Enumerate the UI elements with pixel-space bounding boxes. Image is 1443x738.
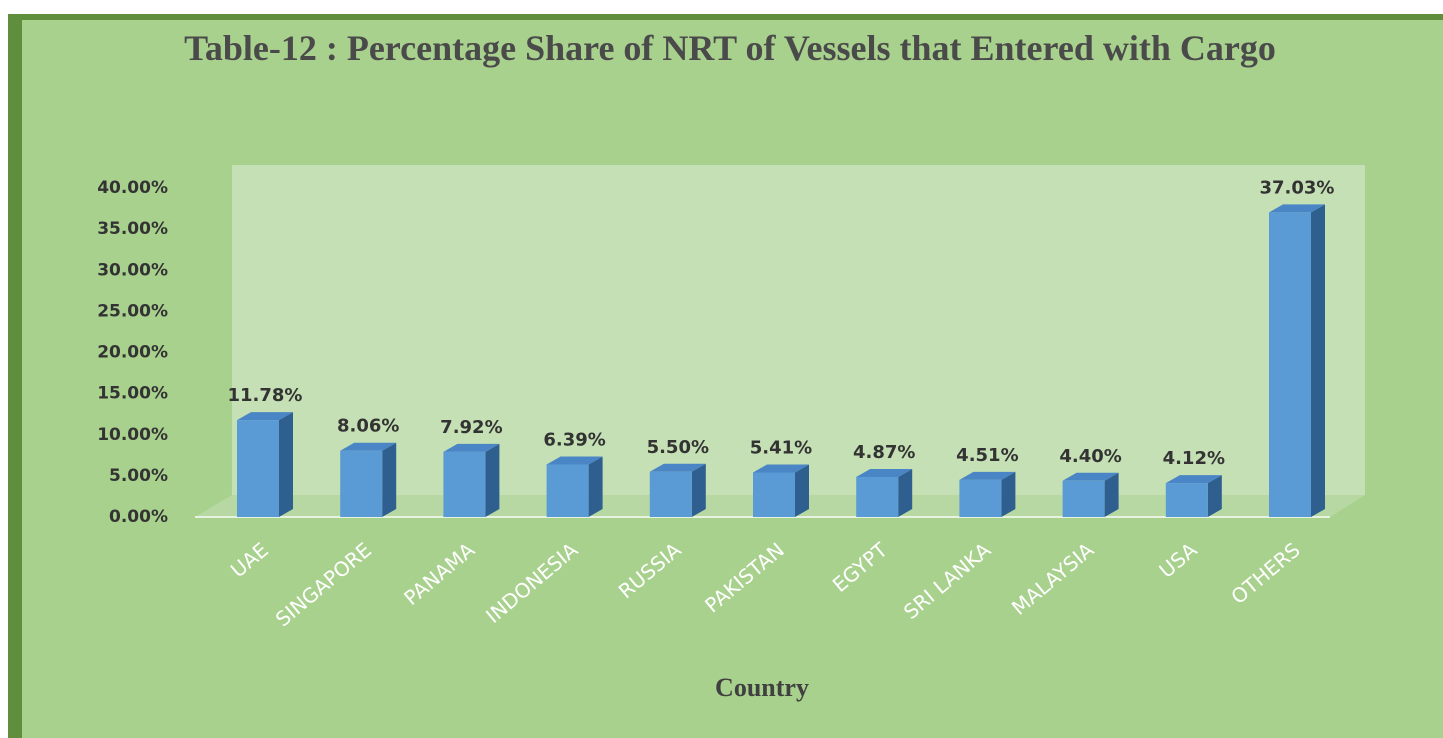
- x-tick-label: SRI LANKA: [899, 537, 996, 623]
- value-label: 8.06%: [337, 416, 399, 437]
- bar-top: [237, 412, 293, 421]
- bar-side: [1001, 471, 1016, 517]
- bar-top: [340, 442, 397, 451]
- value-label: 37.03%: [1260, 177, 1335, 198]
- x-tick-label: OTHERS: [1226, 538, 1304, 609]
- bar-side: [485, 443, 500, 517]
- x-tick-label: PANAMA: [399, 537, 479, 610]
- bar-top: [546, 456, 603, 465]
- bar-top: [1062, 472, 1119, 481]
- value-label: 4.87%: [853, 442, 915, 463]
- value-label: 5.41%: [750, 438, 812, 459]
- bar: [340, 450, 383, 517]
- bar-side: [279, 412, 293, 517]
- y-tick-label: 20.00%: [97, 343, 168, 363]
- x-tick-label: INDONESIA: [481, 537, 582, 628]
- bar: [1062, 480, 1105, 517]
- bar-top: [1165, 475, 1222, 484]
- value-label: 7.92%: [440, 417, 502, 438]
- bar: [753, 472, 795, 517]
- bar-side: [795, 464, 809, 517]
- bar: [856, 476, 899, 517]
- bar-top: [443, 443, 500, 452]
- bar: [959, 479, 1002, 517]
- bar-side: [898, 468, 913, 517]
- bar-side: [1311, 204, 1325, 517]
- x-tick-label: USA: [1154, 537, 1201, 582]
- value-label: 4.12%: [1163, 448, 1225, 469]
- value-label: 4.51%: [956, 445, 1018, 466]
- value-label: 11.78%: [228, 385, 303, 406]
- y-tick-label: 30.00%: [97, 260, 168, 280]
- plot-area: [232, 165, 1365, 495]
- bar-top: [753, 464, 809, 473]
- x-axis-label: Country: [715, 673, 809, 702]
- y-tick-label: 25.00%: [97, 301, 168, 321]
- x-tick-label: SINGAPORE: [271, 538, 376, 632]
- bar-top: [856, 468, 913, 477]
- value-label: 6.39%: [543, 429, 605, 450]
- bar: [1269, 212, 1311, 517]
- bar-side: [382, 442, 397, 517]
- chart-title: Table-12 : Percentage Share of NRT of Ve…: [184, 28, 1276, 68]
- bar-side: [1104, 472, 1119, 517]
- y-tick-label: 15.00%: [97, 384, 168, 404]
- y-tick-label: 35.00%: [97, 219, 168, 239]
- bar: [443, 451, 486, 517]
- bar-top: [959, 471, 1016, 480]
- bar-side: [1207, 475, 1222, 517]
- bar: [1165, 483, 1208, 517]
- y-tick-label: 0.00%: [109, 507, 168, 527]
- x-tick-label: RUSSIA: [614, 537, 686, 603]
- value-label: 4.40%: [1059, 446, 1121, 467]
- bar: [237, 420, 279, 517]
- y-tick-label: 5.00%: [109, 466, 168, 486]
- bar: [649, 471, 692, 517]
- bar-side: [691, 463, 706, 517]
- bar: [546, 464, 589, 517]
- y-tick-label: 10.00%: [97, 425, 168, 445]
- bar-top: [649, 463, 706, 472]
- bar-side: [588, 456, 603, 517]
- y-tick-label: 40.00%: [97, 178, 168, 198]
- x-tick-label: PAKISTAN: [700, 538, 789, 618]
- x-tick-label: UAE: [226, 538, 273, 583]
- bar-top: [1269, 204, 1325, 213]
- x-tick-label: EGYPT: [828, 537, 893, 597]
- value-label: 5.50%: [647, 437, 709, 458]
- x-tick-label: MALAYSIA: [1007, 537, 1099, 619]
